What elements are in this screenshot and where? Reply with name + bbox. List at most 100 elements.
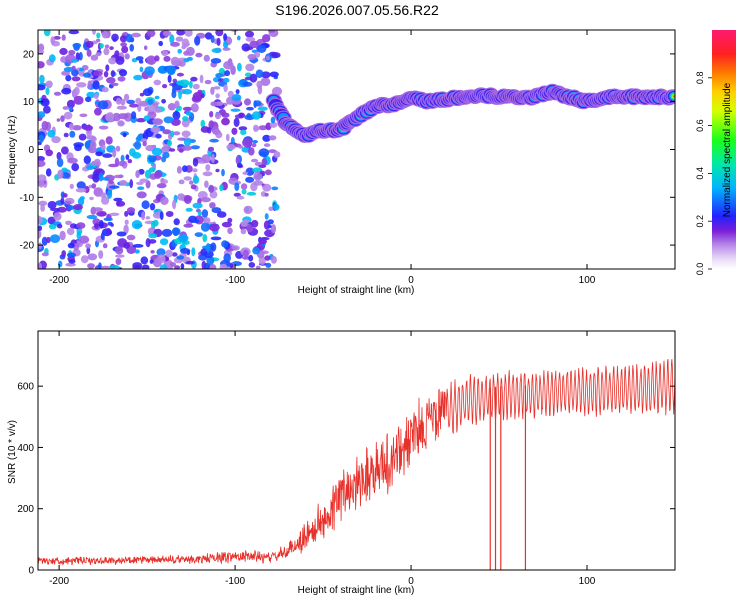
spectrogram-noise-blob [191,103,199,113]
spectrogram-noise-blob [116,105,127,110]
spectrogram-noise-blob [101,177,110,181]
spectrogram-x-axis: -200 -100 0 100 [49,30,596,286]
spectrogram-noise-blob [56,118,61,122]
snr-x-tick-label: 100 [579,576,596,587]
spectrogram-noise-blob [38,225,43,231]
spectrogram-noise-blob [183,50,190,56]
snr-y-label: SNR (10 * v/v) [7,420,18,484]
spectrogram-noise-blob [125,154,130,160]
spectrogram-noise-blob [119,35,128,43]
spectrogram-noise-blob [208,184,215,193]
spectrogram-noise-blob [45,87,50,95]
spectrogram-noise-blob [156,183,167,189]
spectrogram-noise-blob [145,216,151,220]
spectrogram-noise-blob [223,60,234,70]
spectrogram-noise-blob [38,156,45,162]
spectrogram-noise-blob [78,133,87,141]
snr-y-tick-label: 600 [17,382,34,393]
spectrogram-noise-blob [190,145,200,150]
colorbar-bar [712,30,736,269]
spectrogram-noise-blob [108,57,117,65]
snr-background [38,331,675,570]
spectrogram-y-tick-label: 20 [23,49,35,60]
spectrogram-noise-blob [38,111,46,119]
spectrogram-noise-blob [115,56,125,65]
spectrogram-noise-blob [108,163,119,168]
spectrogram-noise-blob [76,82,87,88]
spectrogram-noise-blob [149,259,154,264]
spectrogram-noise-blob [111,82,119,87]
spectrogram-noise-blob [227,227,233,235]
spectrogram-noise-blob [86,49,92,57]
spectrogram-noise-blob [131,58,138,63]
spectrogram-noise-blob [167,74,172,83]
spectrogram-noise-blob [245,176,255,183]
spectrogram-noise-blob [270,256,277,264]
spectrogram-noise-blob [271,186,279,191]
spectrogram-noise-blob [209,202,216,209]
spectrogram-noise-blob [169,34,175,44]
spectrogram-noise-blob [109,264,120,269]
spectrogram-noise-blob [131,32,141,38]
spectrogram-noise-blob [39,74,45,84]
spectrogram-noise-blob [185,207,193,212]
spectrogram-noise-blob [162,129,172,135]
spectrogram-noise-blob [148,155,157,163]
spectrogram-noise-blob [63,132,69,138]
spectrogram-noise-blob [163,116,174,124]
spectrogram-noise-blob [224,70,231,77]
spectrogram-noise-blob [139,100,149,107]
spectrogram-noise-blob [249,40,259,49]
spectrogram-noise-blob [186,56,193,61]
spectrogram-noise-blob [126,234,136,241]
spectrogram-noise-blob [71,65,76,71]
spectrogram-noise-blob [123,224,129,234]
spectrogram-noise-blob [265,55,270,61]
spectrogram-noise-blob [92,70,103,77]
spectrogram-noise-blob [253,171,263,181]
spectrogram-noise-blob [189,180,194,185]
spectrogram-noise-blob [237,35,241,41]
spectrogram-noise-blob [73,95,84,105]
spectrogram-noise-blob [243,205,253,215]
colorbar-label: Normalized spectral amplitude [722,82,733,217]
spectrogram-noise-blob [76,231,82,240]
spectrogram-noise-blob [226,144,236,150]
spectrogram-noise-blob [202,245,207,249]
spectrogram-noise-blob [236,162,243,168]
spectrogram-noise-blob [258,125,268,131]
spectrogram-noise-blob [38,242,42,250]
spectrogram-noise-blob [92,80,100,90]
spectrogram-noise-blob [165,211,174,217]
spectrogram-noise-blob [66,227,75,236]
spectrogram-noise-blob [59,47,68,56]
spectrogram-noise-blob [200,93,205,99]
spectrogram-noise-blob [221,168,225,177]
spectrogram-noise-blob [162,30,172,37]
spectrogram-x-tick-label: 0 [408,275,414,286]
spectrogram-noise-blob [133,74,143,81]
spectrogram-noise-blob [262,183,272,192]
spectrogram-noise-blob [255,265,261,269]
spectrogram-noise-blob [71,163,80,172]
spectrogram-noise-blob [166,65,177,74]
spectrogram-noise-blob [139,66,144,73]
spectrogram-noise-blob [124,210,129,217]
spectrogram-noise-blob [162,152,170,159]
spectrogram-noise-blob [153,219,159,227]
spectrogram-noise-blob [126,33,133,43]
spectrogram-noise-blob [240,183,248,190]
spectrogram-noise-blob [252,167,263,173]
spectrogram-noise-blob [38,180,45,188]
spectrogram-noise-blob [268,135,277,141]
spectrogram-noise-blob [138,59,144,64]
colorbar-ticks: 0.0 0.2 0.4 0.6 0.8 [695,72,712,275]
spectrogram-noise-blob [161,50,169,56]
spectrogram-noise-blob [272,203,280,211]
spectrogram-noise-blob [180,263,185,269]
spectrogram-noise-blob [80,255,89,264]
spectrogram-noise-blob [74,144,82,152]
spectrogram-noise-blob [72,125,82,131]
spectrogram-noise-blob [106,228,111,235]
spectrogram-noise-blob [205,243,211,253]
